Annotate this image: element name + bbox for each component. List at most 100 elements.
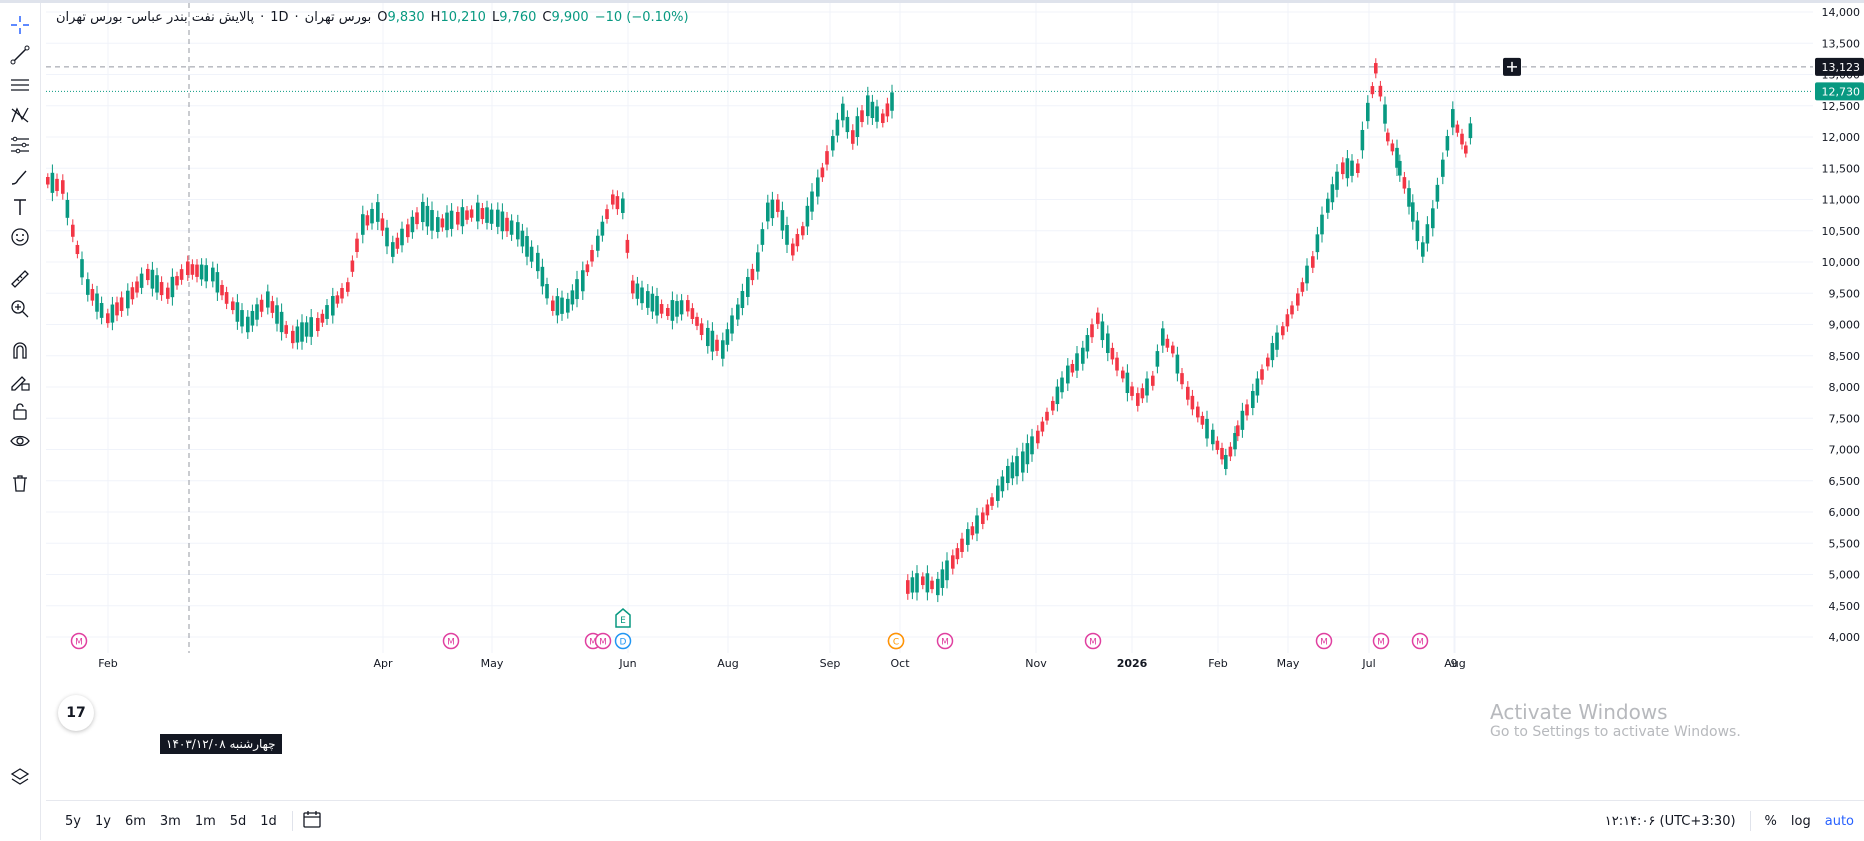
candle-body <box>791 243 795 256</box>
crosshair-icon[interactable] <box>6 11 34 39</box>
legend-low: L9,760 <box>491 10 537 25</box>
candle-body <box>1051 400 1055 411</box>
fib-icon[interactable] <box>6 71 34 99</box>
price-axis[interactable]: 14,00013,50013,00012,50012,00011,50011,0… <box>1813 3 1864 793</box>
candle-body <box>945 560 949 581</box>
candle-body <box>1006 465 1010 484</box>
dividend-marker[interactable]: M <box>1084 632 1102 650</box>
candle-body <box>851 130 855 144</box>
date-range-icon[interactable] <box>301 808 323 834</box>
candle-body <box>1115 357 1119 371</box>
candle-body <box>650 293 655 312</box>
candle-body <box>1305 265 1309 284</box>
candle-body <box>1240 410 1245 430</box>
magnet-icon[interactable] <box>6 337 34 365</box>
dividend-marker[interactable]: M <box>594 632 612 650</box>
candle-body <box>1151 375 1155 386</box>
candle-body <box>679 300 684 315</box>
price-chart[interactable]: Feb Apr May Jun Aug Sep Oct Nov 2026 Feb May 9 Jul Au… <box>46 3 1813 793</box>
candle-body <box>155 275 159 293</box>
candle-body <box>224 292 229 304</box>
ruler-icon[interactable] <box>6 265 34 293</box>
candle-body <box>750 268 755 281</box>
top-border <box>0 0 1864 3</box>
candle-body <box>910 577 915 593</box>
candle-body <box>575 279 579 300</box>
tradingview-logo[interactable]: 17 <box>58 695 94 731</box>
range-1d[interactable]: 1d <box>260 813 277 829</box>
dividend-marker[interactable]: M <box>1315 632 1333 650</box>
price-tick-label: 11,000 <box>1822 194 1861 207</box>
candle-body <box>166 287 170 299</box>
time-tick-label: Nov <box>1025 657 1047 670</box>
candle-body <box>199 264 204 280</box>
pattern-icon[interactable] <box>6 101 34 129</box>
price-tick-label: 12,000 <box>1822 131 1861 144</box>
text-icon[interactable] <box>6 193 34 221</box>
time-tick-label: Aug <box>1444 657 1465 670</box>
candle-body <box>816 177 820 197</box>
dividend-marker[interactable]: M <box>70 632 88 650</box>
emoji-icon[interactable] <box>6 223 34 251</box>
candle-body <box>1130 386 1134 396</box>
candle-body <box>1136 393 1140 406</box>
candle-body <box>90 289 95 301</box>
candle-body <box>866 95 870 117</box>
candle-body <box>430 210 434 231</box>
range-6m[interactable]: 6m <box>124 813 146 829</box>
candle-body <box>275 305 279 324</box>
event-c-marker[interactable]: C <box>887 632 905 650</box>
trend-line-icon[interactable] <box>6 41 34 69</box>
range-1y[interactable]: 1y <box>94 813 111 829</box>
log-toggle[interactable]: log <box>1790 813 1811 829</box>
projection-icon[interactable] <box>6 131 34 159</box>
candle-body <box>715 339 719 351</box>
price-tick-label: 11,500 <box>1822 162 1861 175</box>
candle-body <box>1398 160 1402 176</box>
price-tick-label: 14,000 <box>1822 6 1861 19</box>
candle-body <box>1468 123 1473 139</box>
candle-body <box>1025 443 1030 465</box>
range-5d[interactable]: 5d <box>229 813 247 829</box>
time-tick-label: 9 <box>1451 657 1458 670</box>
zoom-in-icon[interactable] <box>6 295 34 323</box>
candle-body <box>730 315 734 334</box>
candle-body <box>316 317 320 332</box>
percent-toggle[interactable]: % <box>1764 813 1777 829</box>
candle-body <box>71 224 75 237</box>
legend-interval[interactable]: 1D <box>270 10 289 25</box>
eye-icon[interactable] <box>6 427 34 455</box>
range-5y[interactable]: 5y <box>65 813 81 829</box>
legend-title[interactable]: پالایش نفت بندر عباس- بورس تهران <box>56 10 255 25</box>
layers-icon[interactable] <box>6 763 34 791</box>
candle-body <box>1180 373 1184 385</box>
auto-toggle[interactable]: auto <box>1824 813 1854 829</box>
candle-body <box>736 304 740 320</box>
range-1m[interactable]: 1m <box>194 813 216 829</box>
trash-icon[interactable] <box>6 469 34 497</box>
candle-body <box>340 288 344 299</box>
watermark-title: Activate Windows <box>1490 700 1668 724</box>
lock-drawing-icon[interactable] <box>6 367 34 395</box>
candle-body <box>1045 411 1049 421</box>
dividend-marker[interactable]: M <box>936 632 954 650</box>
dividend-marker[interactable]: M <box>1372 632 1390 650</box>
range-3m[interactable]: 3m <box>159 813 181 829</box>
add-alert-icon[interactable] <box>1503 57 1521 76</box>
clock[interactable]: ۱۲:۱۴:۰۶ (UTC+3:30) <box>1604 813 1736 829</box>
lock-icon[interactable] <box>6 397 34 425</box>
candle-body <box>536 252 540 272</box>
earnings-marker[interactable]: E <box>615 608 631 628</box>
candle-body <box>1081 347 1085 364</box>
candle-body <box>686 300 690 312</box>
candle-body <box>1275 332 1279 350</box>
dividend-marker[interactable]: M <box>1411 632 1429 650</box>
candle-body <box>485 207 489 223</box>
dividend-marker[interactable]: M <box>442 632 460 650</box>
event-d-marker[interactable]: D <box>614 632 632 650</box>
svg-text:E: E <box>620 616 626 626</box>
svg-text:13,123: 13,123 <box>1822 61 1861 74</box>
brush-icon[interactable] <box>6 163 34 191</box>
candle-body <box>115 302 119 316</box>
candle-body <box>1000 476 1005 492</box>
